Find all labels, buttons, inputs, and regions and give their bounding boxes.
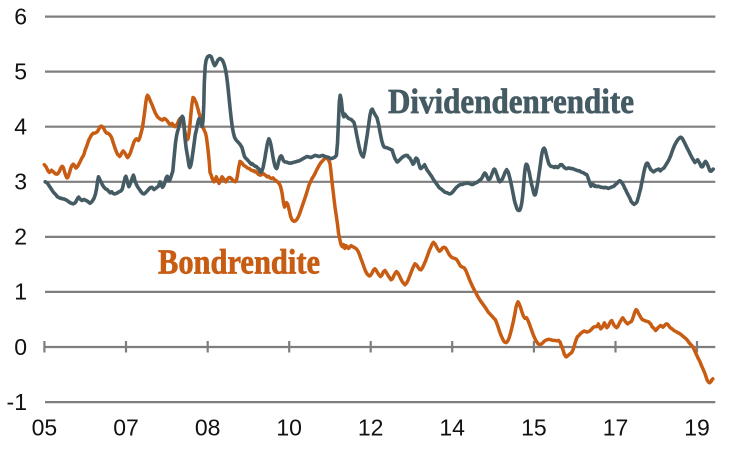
svg-text:Bondrendite: Bondrendite <box>158 242 320 281</box>
svg-text:05: 05 <box>32 415 58 441</box>
svg-text:07: 07 <box>113 415 139 441</box>
svg-text:0: 0 <box>14 334 27 360</box>
svg-text:08: 08 <box>195 415 221 441</box>
svg-text:Dividendenrendite: Dividendenrendite <box>388 82 634 121</box>
svg-text:3: 3 <box>14 169 27 195</box>
svg-text:5: 5 <box>14 58 27 84</box>
svg-text:6: 6 <box>14 3 27 29</box>
svg-text:14: 14 <box>439 415 465 441</box>
svg-text:12: 12 <box>358 415 384 441</box>
svg-text:2: 2 <box>14 224 27 250</box>
svg-text:4: 4 <box>14 114 27 140</box>
svg-text:17: 17 <box>603 415 629 441</box>
svg-text:1: 1 <box>14 279 27 305</box>
svg-text:19: 19 <box>684 415 710 441</box>
svg-text:10: 10 <box>276 415 302 441</box>
svg-text:-1: -1 <box>7 389 27 415</box>
svg-text:15: 15 <box>521 415 547 441</box>
